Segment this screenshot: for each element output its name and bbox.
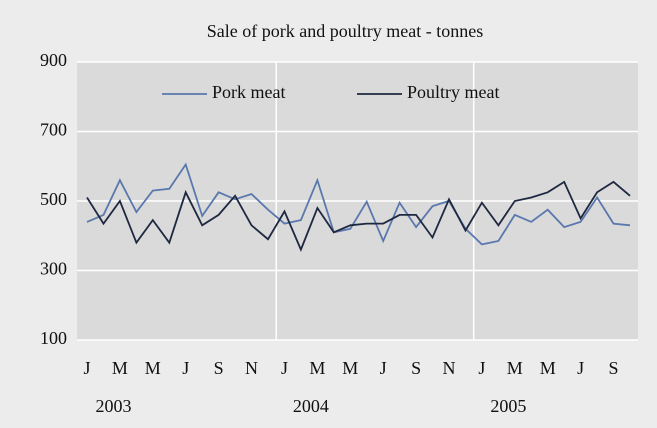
x-tick-label: J [182, 358, 189, 378]
y-tick-label: 100 [40, 328, 67, 348]
x-tick-label: S [609, 358, 619, 378]
year-label: 2003 [95, 396, 131, 416]
x-tick-label: M [507, 358, 523, 378]
year-label: 2005 [490, 396, 526, 416]
legend-label: Poultry meat [407, 82, 500, 102]
y-tick-label: 700 [40, 120, 67, 140]
x-tick-label: M [342, 358, 358, 378]
x-tick-label: M [112, 358, 128, 378]
x-tick-label: J [83, 358, 90, 378]
data-line [86, 180, 631, 252]
x-tick-label: N [443, 358, 456, 378]
x-tick-label: J [577, 358, 584, 378]
legend-label: Pork meat [212, 82, 286, 102]
x-tick-label: J [281, 358, 288, 378]
year-label: 2004 [293, 396, 329, 416]
x-tick-label: M [540, 358, 556, 378]
y-tick-label: 500 [40, 189, 67, 209]
data-line [86, 162, 631, 246]
x-tick-label: M [145, 358, 161, 378]
chart-title: Sale of pork and poultry meat - tonnes [207, 21, 483, 41]
x-tick-label: S [411, 358, 421, 378]
y-tick-label: 900 [40, 50, 67, 70]
x-tick-label: J [380, 358, 387, 378]
x-tick-label: N [245, 358, 258, 378]
x-tick-label: M [309, 358, 325, 378]
x-tick-label: J [478, 358, 485, 378]
x-tick-label: S [214, 358, 224, 378]
y-tick-label: 300 [40, 259, 67, 279]
